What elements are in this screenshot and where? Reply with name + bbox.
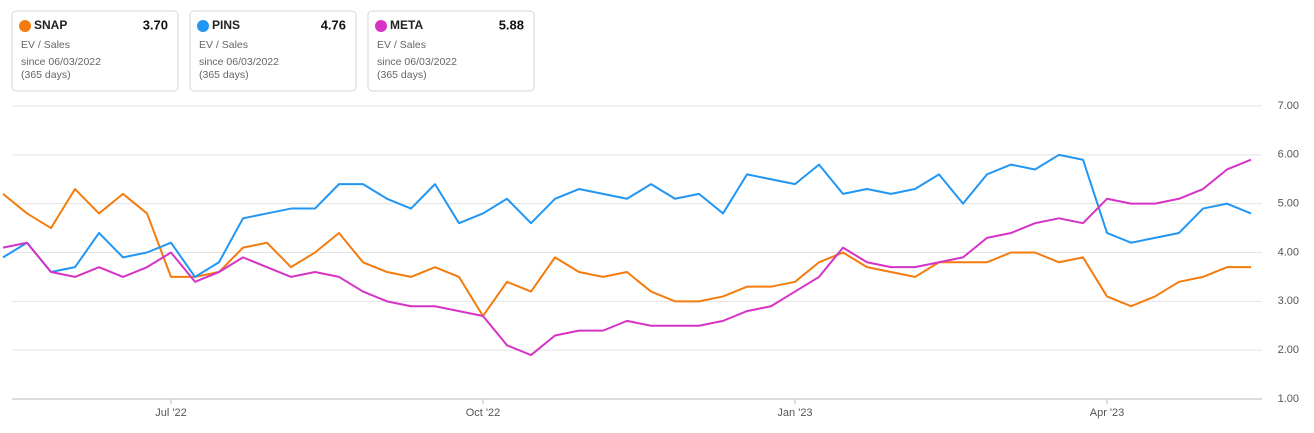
y-tick-label: 3.00 bbox=[1278, 295, 1299, 307]
x-tick-label: Jul '22 bbox=[155, 407, 186, 419]
y-tick-label: 2.00 bbox=[1278, 344, 1299, 356]
x-tick-label: Jan '23 bbox=[777, 407, 812, 419]
y-tick-label: 7.00 bbox=[1278, 100, 1299, 112]
series-line bbox=[2, 158, 1252, 357]
card-text: since 06/03/2022 bbox=[199, 56, 279, 68]
y-tick-label: 1.00 bbox=[1278, 393, 1299, 405]
series-line bbox=[2, 153, 1252, 278]
y-tick-label: 4.00 bbox=[1278, 246, 1299, 258]
card-text: since 06/03/2022 bbox=[21, 56, 101, 68]
card-text: (365 days) bbox=[21, 69, 71, 81]
legend-dot bbox=[19, 20, 31, 32]
legend-dot bbox=[197, 20, 209, 32]
series-name: PINS bbox=[212, 18, 240, 32]
series-name: SNAP bbox=[34, 18, 67, 32]
y-tick-label: 5.00 bbox=[1278, 198, 1299, 210]
latest-value: 4.76 bbox=[321, 17, 346, 32]
series-line bbox=[2, 188, 1251, 317]
series-card[interactable] bbox=[367, 10, 535, 92]
series-card[interactable] bbox=[11, 10, 179, 92]
legend-dot bbox=[375, 20, 387, 32]
card-text: (365 days) bbox=[199, 69, 249, 81]
card-text: (365 days) bbox=[377, 69, 427, 81]
card-text: since 06/03/2022 bbox=[377, 56, 457, 68]
series-name: META bbox=[390, 18, 423, 32]
x-tick-label: Apr '23 bbox=[1090, 407, 1125, 419]
series-card[interactable] bbox=[189, 10, 357, 92]
latest-value: 3.70 bbox=[143, 17, 168, 32]
y-tick-label: 6.00 bbox=[1278, 149, 1299, 161]
card-text: EV / Sales bbox=[21, 39, 70, 51]
x-tick-label: Oct '22 bbox=[466, 407, 501, 419]
latest-value: 5.88 bbox=[499, 17, 524, 32]
card-text: EV / Sales bbox=[377, 39, 426, 51]
card-text: EV / Sales bbox=[199, 39, 248, 51]
